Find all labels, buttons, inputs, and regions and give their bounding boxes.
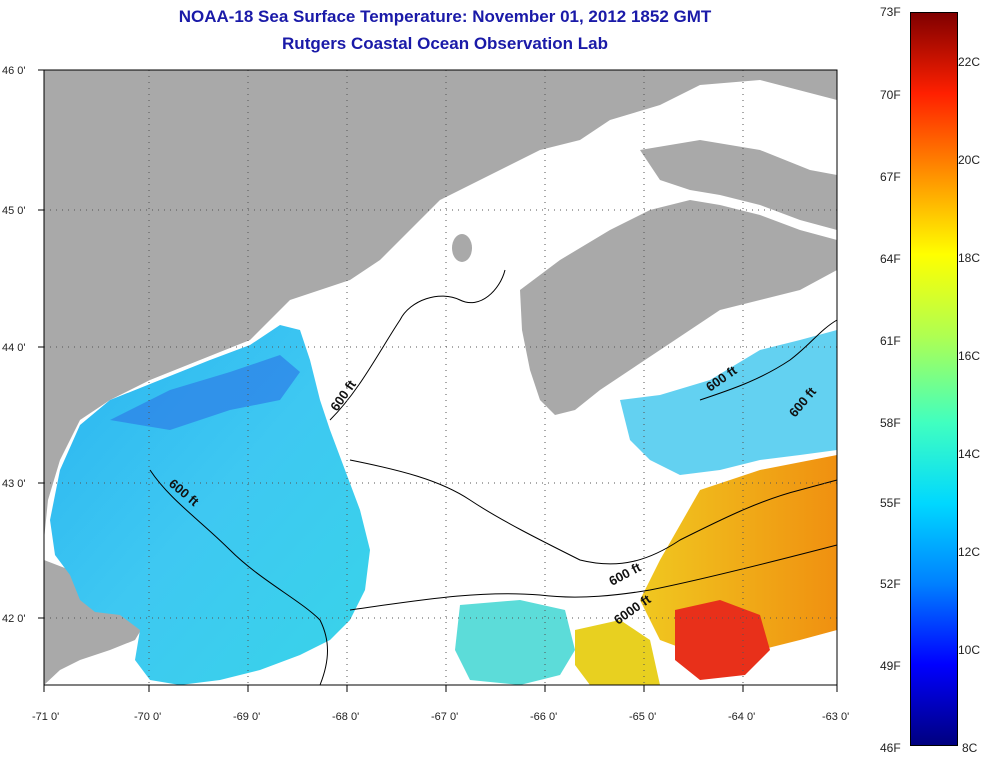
us-mainland (44, 70, 837, 540)
nova-scotia (520, 200, 837, 415)
contour-600ft-west (149, 469, 328, 686)
sst-cool-band (110, 355, 300, 430)
lon-label: -66 0' (530, 711, 557, 723)
c-label: 12C (958, 545, 981, 559)
f-label: 46F (880, 741, 901, 755)
contour-600ft-mid (329, 269, 506, 421)
lon-label: -64 0' (728, 711, 755, 723)
lat-label: 44 0' (2, 342, 26, 354)
sst-georges-bank (455, 600, 575, 685)
c-label: 18C (958, 251, 981, 265)
f-label: 49F (880, 659, 901, 673)
lon-label: -67 0' (431, 711, 458, 723)
contour-layer (149, 269, 838, 686)
lat-label: 45 0' (2, 205, 26, 217)
lat-label: 42 0' (2, 613, 26, 625)
map-title: NOAA-18 Sea Surface Temperature: Novembe… (178, 7, 712, 26)
c-label: 20C (958, 153, 981, 167)
contour-600ft-east (699, 319, 838, 401)
c-label: 14C (958, 447, 981, 461)
f-label: 58F (880, 416, 901, 430)
f-label: 73F (880, 5, 901, 19)
f-label: 67F (880, 170, 901, 184)
sst-yellow-patch (575, 620, 660, 685)
lon-label: -70 0' (134, 711, 161, 723)
graticule (44, 70, 837, 685)
c-label: 8C (962, 741, 978, 755)
sst-hot-eddy (675, 600, 770, 680)
contour-600ft-gulf (349, 459, 838, 565)
lon-label: -69 0' (233, 711, 260, 723)
lat-label: 43 0' (2, 478, 26, 490)
contour-6000ft (349, 544, 838, 611)
cape-cod (44, 560, 150, 685)
temperature-colorbar (910, 12, 958, 746)
lon-label: -71 0' (32, 711, 59, 723)
f-label: 55F (880, 496, 901, 510)
sst-scotian-shelf (620, 330, 837, 475)
sst-map: 46 0' 45 0' 44 0' 43 0' 42 0' -71 0' -70… (2, 65, 849, 723)
longitude-labels: -71 0' -70 0' -69 0' -68 0' -67 0' -66 0… (32, 711, 849, 723)
axis-ticks (38, 69, 838, 692)
f-label: 52F (880, 577, 901, 591)
c-label: 10C (958, 643, 981, 657)
sst-data-layer (50, 325, 837, 685)
lon-label: -68 0' (332, 711, 359, 723)
f-label: 64F (880, 252, 901, 266)
latitude-labels: 46 0' 45 0' 44 0' 43 0' 42 0' (2, 65, 26, 625)
f-label: 61F (880, 334, 901, 348)
map-frame (43, 69, 838, 686)
map-subtitle: Rutgers Coastal Ocean Observation Lab (282, 34, 608, 53)
new-brunswick-coast (640, 140, 837, 230)
land-layer (44, 70, 837, 685)
c-label: 16C (958, 349, 981, 363)
grand-manan (452, 234, 472, 262)
c-label: 22C (958, 55, 981, 69)
lat-label: 46 0' (2, 65, 26, 77)
lon-label: -65 0' (629, 711, 656, 723)
f-label: 70F (880, 88, 901, 102)
sst-slope-warm (640, 455, 837, 655)
lon-label: -63 0' (822, 711, 849, 723)
